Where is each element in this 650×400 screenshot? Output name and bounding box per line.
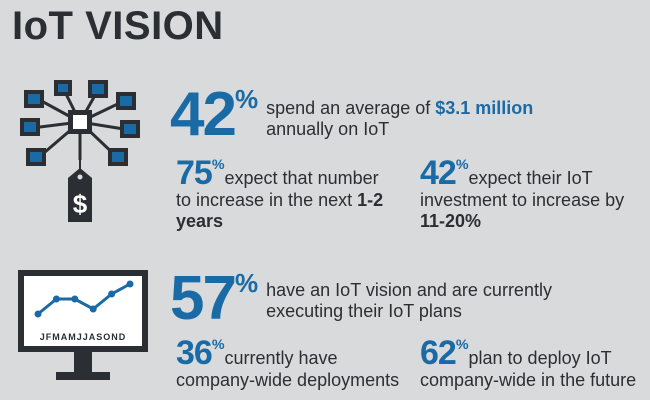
stat-plan-deploy-text-2: company-wide in the future bbox=[420, 370, 637, 390]
monitor-point-1 bbox=[52, 295, 60, 303]
monitor-month-letters: JFMAMJJASOND bbox=[40, 332, 127, 342]
stat-plan-deploy: 62%plan to deploy IoT company-wide in th… bbox=[420, 334, 637, 390]
stat-iot-vision: 57% have an IoT vision and are currently… bbox=[170, 268, 640, 330]
stat-plan-deploy-number: 62 bbox=[420, 334, 457, 372]
stat-expect-increase-text: expect that number to increase in the ne… bbox=[176, 168, 379, 210]
stat-iot-vision-text: have an IoT vision and are currently bbox=[266, 280, 552, 300]
stat-iot-vision-text-2: executing their IoT plans bbox=[266, 301, 462, 321]
stat-iot-vision-number: 57% bbox=[170, 264, 259, 333]
page-title: IoT VISION bbox=[12, 4, 224, 48]
network-icon: $ bbox=[20, 80, 140, 222]
stat-company-wide-text-2: company-wide deployments bbox=[176, 370, 400, 390]
monitor-point-3 bbox=[89, 305, 97, 313]
stat-plan-deploy-text: plan to deploy IoT bbox=[468, 348, 612, 368]
stat-expect-increase-number: 75 bbox=[176, 154, 213, 192]
stat-average-spend-number: 42% bbox=[170, 80, 259, 149]
stat-expect-increase-bold: 1-2 years bbox=[176, 190, 384, 231]
stat-average-spend-text-2: annually on IoT bbox=[266, 119, 390, 139]
monitor-point-0 bbox=[34, 310, 42, 318]
stat-investment-increase: 42%expect their IoT investment to increa… bbox=[420, 154, 625, 231]
stat-average-spend: 42% spend an average of $3.1 million ann… bbox=[170, 84, 640, 146]
stat-investment-increase-text: expect their IoT investment to increase … bbox=[420, 168, 625, 210]
stat-company-wide-number: 36 bbox=[176, 334, 213, 372]
stat-company-wide-text: currently have bbox=[224, 348, 338, 368]
stat-investment-increase-number: 42 bbox=[420, 154, 457, 192]
monitor-chart-icon: JFMAMJJASOND bbox=[18, 270, 148, 380]
monitor-point-2 bbox=[71, 295, 79, 303]
stat-average-spend-highlight: $3.1 million bbox=[435, 98, 534, 118]
monitor-point-5 bbox=[126, 280, 134, 288]
stat-company-wide: 36%currently have company-wide deploymen… bbox=[176, 334, 400, 390]
stat-investment-increase-bold: 11-20% bbox=[420, 211, 482, 231]
stat-average-spend-text: spend an average of bbox=[266, 98, 436, 118]
price-tag-dollar-icon: $ bbox=[73, 189, 88, 219]
stat-expect-increase: 75%expect that number to increase in the… bbox=[176, 154, 384, 231]
monitor-point-4 bbox=[108, 290, 116, 298]
